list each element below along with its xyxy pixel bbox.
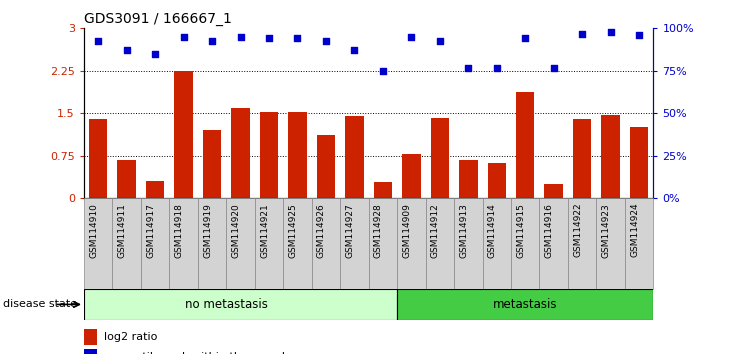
Bar bbox=[260, 112, 278, 198]
Bar bbox=[488, 163, 506, 198]
Bar bbox=[146, 181, 164, 198]
Text: GSM114926: GSM114926 bbox=[317, 203, 326, 257]
Text: GDS3091 / 166667_1: GDS3091 / 166667_1 bbox=[84, 12, 232, 26]
Point bbox=[121, 47, 133, 53]
FancyBboxPatch shape bbox=[369, 198, 397, 289]
Bar bbox=[89, 119, 107, 198]
Text: GSM114918: GSM114918 bbox=[174, 203, 184, 258]
Bar bbox=[231, 108, 250, 198]
Bar bbox=[573, 119, 591, 198]
FancyBboxPatch shape bbox=[169, 198, 198, 289]
Text: metastasis: metastasis bbox=[493, 298, 558, 311]
FancyBboxPatch shape bbox=[141, 198, 169, 289]
Point bbox=[349, 47, 361, 53]
Point bbox=[548, 65, 559, 71]
Text: GSM114915: GSM114915 bbox=[516, 203, 525, 258]
Bar bbox=[288, 112, 307, 198]
FancyBboxPatch shape bbox=[397, 289, 653, 320]
Text: GSM114910: GSM114910 bbox=[89, 203, 98, 258]
Bar bbox=[84, 349, 96, 354]
Point bbox=[92, 38, 104, 44]
Text: GSM114921: GSM114921 bbox=[260, 203, 269, 257]
FancyBboxPatch shape bbox=[84, 198, 112, 289]
Text: no metastasis: no metastasis bbox=[185, 298, 268, 311]
Point bbox=[206, 38, 218, 44]
Text: GSM114924: GSM114924 bbox=[630, 203, 639, 257]
Text: GSM114909: GSM114909 bbox=[402, 203, 412, 258]
FancyBboxPatch shape bbox=[226, 198, 255, 289]
Point bbox=[577, 31, 588, 37]
Bar bbox=[317, 135, 335, 198]
Point bbox=[292, 35, 304, 41]
Text: disease state: disease state bbox=[2, 299, 77, 309]
FancyBboxPatch shape bbox=[283, 198, 312, 289]
FancyBboxPatch shape bbox=[255, 198, 283, 289]
Point bbox=[434, 38, 445, 44]
Point bbox=[491, 65, 502, 71]
Text: GSM114917: GSM114917 bbox=[146, 203, 155, 258]
Bar bbox=[516, 92, 534, 198]
Point bbox=[320, 38, 331, 44]
Point bbox=[463, 65, 474, 71]
Bar bbox=[402, 154, 420, 198]
Point bbox=[263, 35, 274, 41]
FancyBboxPatch shape bbox=[112, 198, 141, 289]
Text: GSM114920: GSM114920 bbox=[231, 203, 241, 257]
Point bbox=[604, 29, 616, 35]
Text: log2 ratio: log2 ratio bbox=[104, 332, 158, 342]
Bar bbox=[118, 160, 136, 198]
FancyBboxPatch shape bbox=[568, 198, 596, 289]
FancyBboxPatch shape bbox=[397, 198, 426, 289]
Text: GSM114922: GSM114922 bbox=[573, 203, 583, 257]
Text: percentile rank within the sample: percentile rank within the sample bbox=[104, 352, 292, 354]
Text: GSM114925: GSM114925 bbox=[288, 203, 298, 257]
FancyBboxPatch shape bbox=[312, 198, 340, 289]
Point bbox=[519, 35, 531, 41]
Bar bbox=[545, 184, 563, 198]
Text: GSM114919: GSM114919 bbox=[203, 203, 212, 258]
FancyBboxPatch shape bbox=[84, 289, 397, 320]
FancyBboxPatch shape bbox=[539, 198, 568, 289]
Text: GSM114916: GSM114916 bbox=[545, 203, 553, 258]
FancyBboxPatch shape bbox=[625, 198, 653, 289]
Text: GSM114927: GSM114927 bbox=[345, 203, 355, 257]
Bar bbox=[174, 71, 193, 198]
Bar bbox=[84, 329, 96, 345]
Point bbox=[178, 34, 190, 40]
Bar bbox=[431, 118, 449, 198]
Text: GSM114923: GSM114923 bbox=[602, 203, 610, 257]
Text: GSM114928: GSM114928 bbox=[374, 203, 383, 257]
FancyBboxPatch shape bbox=[483, 198, 511, 289]
FancyBboxPatch shape bbox=[426, 198, 454, 289]
Bar bbox=[345, 115, 364, 198]
Text: GSM114913: GSM114913 bbox=[459, 203, 469, 258]
FancyBboxPatch shape bbox=[511, 198, 539, 289]
FancyBboxPatch shape bbox=[198, 198, 226, 289]
Point bbox=[149, 51, 161, 57]
Bar bbox=[630, 127, 648, 198]
Text: GSM114911: GSM114911 bbox=[118, 203, 127, 258]
Bar bbox=[374, 182, 392, 198]
Bar bbox=[602, 115, 620, 198]
Point bbox=[634, 32, 645, 38]
FancyBboxPatch shape bbox=[340, 198, 369, 289]
Point bbox=[406, 34, 418, 40]
Bar bbox=[459, 160, 477, 198]
Text: GSM114912: GSM114912 bbox=[431, 203, 439, 257]
Point bbox=[235, 34, 247, 40]
Point bbox=[377, 68, 388, 74]
FancyBboxPatch shape bbox=[454, 198, 483, 289]
Bar bbox=[203, 130, 221, 198]
FancyBboxPatch shape bbox=[596, 198, 625, 289]
Text: GSM114914: GSM114914 bbox=[488, 203, 496, 257]
